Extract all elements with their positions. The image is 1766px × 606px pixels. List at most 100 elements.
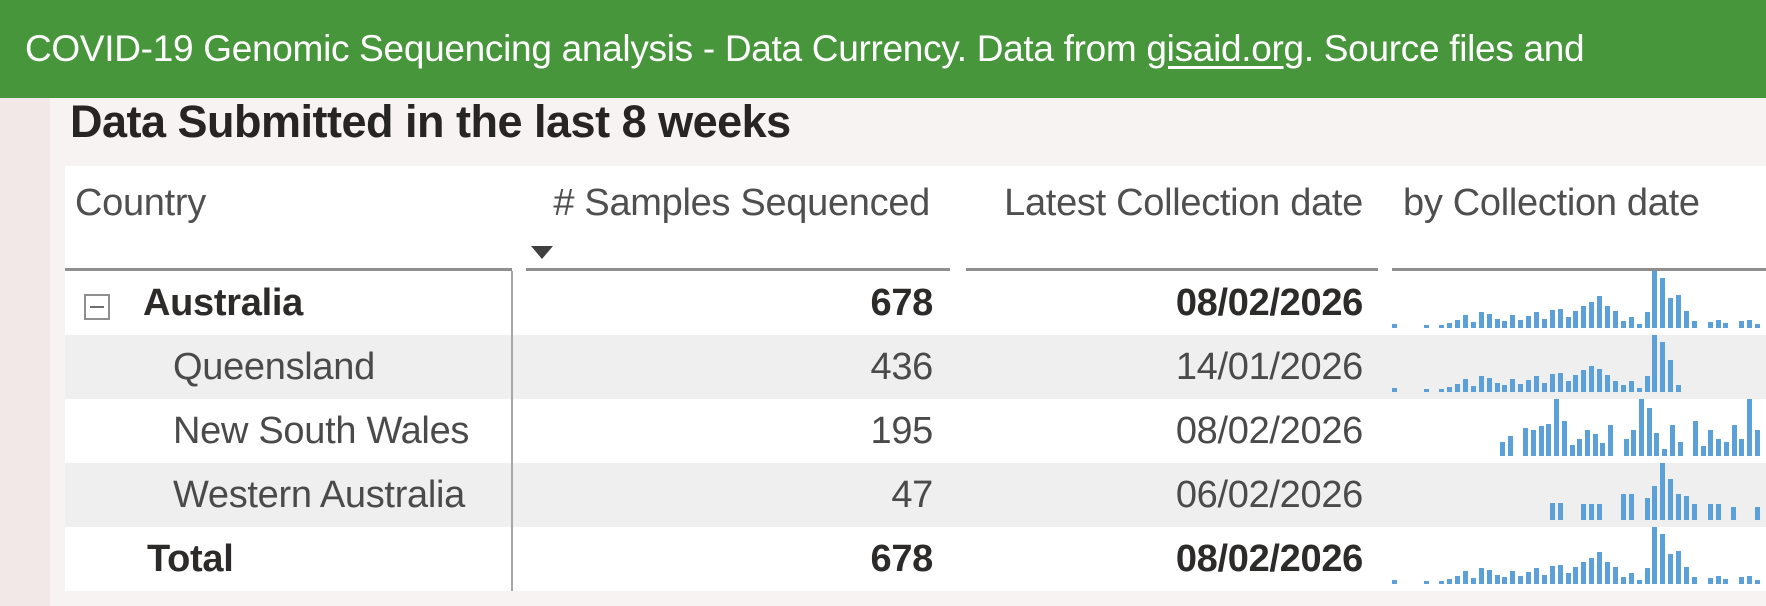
sparkline-bar <box>1447 323 1453 328</box>
sparkline-bar <box>1605 562 1611 584</box>
sparkline-bar <box>1518 384 1524 392</box>
sparkline-bar <box>1541 383 1547 392</box>
sparkline-bar <box>1423 389 1429 392</box>
cell-country: Australia <box>65 271 512 335</box>
sparkline-bar <box>1723 323 1729 328</box>
sparkline-bar <box>1739 439 1745 456</box>
sparkline-bar <box>1523 428 1529 456</box>
sparkline-bar <box>1494 319 1500 328</box>
sparkline-bar <box>1439 325 1445 328</box>
sparkline-bar <box>1660 342 1666 392</box>
sparkline-bar <box>1589 366 1595 392</box>
sparkline-bar <box>1644 568 1650 584</box>
sparkline-bar <box>1592 434 1598 456</box>
sparkline-bar <box>1502 321 1508 328</box>
sparkline-bar <box>1423 581 1429 584</box>
sparkline-bar <box>1731 425 1737 456</box>
sparkline-bar <box>1628 381 1634 392</box>
sparkline-bar <box>1668 360 1674 392</box>
sparkline-bar <box>1660 534 1666 584</box>
sparkline-bar <box>1423 325 1429 328</box>
sparkline-bar <box>1668 554 1674 584</box>
sparkline-bar <box>1715 576 1721 584</box>
sparkline-bar <box>1557 373 1563 392</box>
sparkline-new-south-wales <box>1392 399 1760 456</box>
sparkline-bar <box>1612 311 1618 328</box>
sparkline-bar <box>1534 568 1540 584</box>
cell-by-collection-date <box>1392 335 1766 399</box>
sparkline-bar <box>1577 439 1583 456</box>
sparkline-bar <box>1628 573 1634 584</box>
sparkline-bar <box>1510 571 1516 584</box>
sparkline-bar <box>1589 504 1595 520</box>
sparkline-bar <box>1392 580 1397 584</box>
sparkline-bar <box>1581 306 1587 328</box>
sparkline-bar <box>1668 298 1674 328</box>
sparkline-bar <box>1676 385 1682 392</box>
sparkline-bar <box>1581 370 1587 392</box>
sparkline-bar <box>1716 439 1722 456</box>
sparkline-bar <box>1677 442 1683 456</box>
sparkline-bar <box>1447 387 1453 392</box>
sparkline-bar <box>1707 504 1713 520</box>
sparkline-bar <box>1486 570 1492 584</box>
sparkline-bar <box>1518 320 1524 328</box>
sparkline-bar <box>1628 494 1634 520</box>
sparkline-bar <box>1439 389 1445 392</box>
sparkline-bar <box>1589 302 1595 328</box>
cell-latest-collection-date: 08/02/2026 <box>1175 282 1363 324</box>
table-row-queensland[interactable]: Queensland 436 14/01/2026 <box>65 335 1766 399</box>
column-header-latest-collection-date[interactable]: Latest Collection date <box>966 166 1378 271</box>
column-divider-line <box>511 271 513 591</box>
table-row-new-south-wales[interactable]: New South Wales 195 08/02/2026 <box>65 399 1766 463</box>
sparkline-bar <box>1676 494 1682 520</box>
gisaid-link[interactable]: gisaid.org <box>1146 28 1304 69</box>
sparkline-bar <box>1584 430 1590 456</box>
column-header-country[interactable]: Country <box>65 166 512 271</box>
sparkline-bar <box>1754 507 1760 520</box>
sparkline-bar <box>1597 296 1603 328</box>
collapse-toggle-icon[interactable] <box>84 294 110 320</box>
sparkline-bar <box>1612 567 1618 584</box>
sparkline-bar <box>1549 566 1555 584</box>
sparkline-bar <box>1605 306 1611 328</box>
sparkline-bar <box>1715 320 1721 328</box>
cell-latest-collection-date: 08/02/2026 <box>1175 538 1363 580</box>
sparkline-bar <box>1654 433 1660 456</box>
sparkline-bar <box>1620 385 1626 392</box>
sparkline-bar <box>1463 571 1469 584</box>
sparkline-bar <box>1683 567 1689 584</box>
sparkline-bar <box>1549 310 1555 328</box>
sparkline-bar <box>1707 578 1713 584</box>
column-header-samples-sequenced[interactable]: # Samples Sequenced <box>526 166 950 271</box>
sparkline-bar <box>1455 320 1461 328</box>
report-title-text: COVID-19 Genomic Sequencing analysis - D… <box>25 28 1585 70</box>
cell-samples-sequenced: 436 <box>870 346 933 388</box>
table-row-western-australia[interactable]: Western Australia 47 06/02/2026 <box>65 463 1766 527</box>
cell-by-collection-date <box>1392 463 1766 527</box>
sparkline-bar <box>1502 385 1508 392</box>
sparkline-bar <box>1707 322 1713 328</box>
sparkline-bar <box>1754 430 1760 456</box>
sparkline-bar <box>1510 315 1516 328</box>
cell-country: Western Australia <box>173 474 465 516</box>
cell-samples-sequenced: 47 <box>891 474 933 516</box>
column-header-by-collection-date[interactable]: by Collection date <box>1392 166 1766 271</box>
sparkline-bar <box>1502 577 1508 584</box>
table-row-australia[interactable]: Australia 678 08/02/2026 <box>65 271 1766 335</box>
cell-samples-sequenced: 678 <box>870 282 933 324</box>
sparkline-bar <box>1494 383 1500 392</box>
sparkline-bar <box>1628 317 1634 328</box>
sparkline-bar <box>1589 558 1595 584</box>
cell-by-collection-date <box>1392 527 1766 591</box>
sparkline-bar <box>1662 449 1668 456</box>
sparkline-bar <box>1557 503 1563 520</box>
sparkline-bar <box>1538 426 1544 456</box>
table-row-total[interactable]: Total 678 08/02/2026 <box>65 527 1766 591</box>
sparkline-bar <box>1439 581 1445 584</box>
sparkline-bar <box>1660 278 1666 328</box>
cell-samples-sequenced: 678 <box>870 538 933 580</box>
sparkline-bar <box>1478 568 1484 584</box>
sparkline-bar <box>1518 576 1524 584</box>
sparkline-bar <box>1486 314 1492 328</box>
